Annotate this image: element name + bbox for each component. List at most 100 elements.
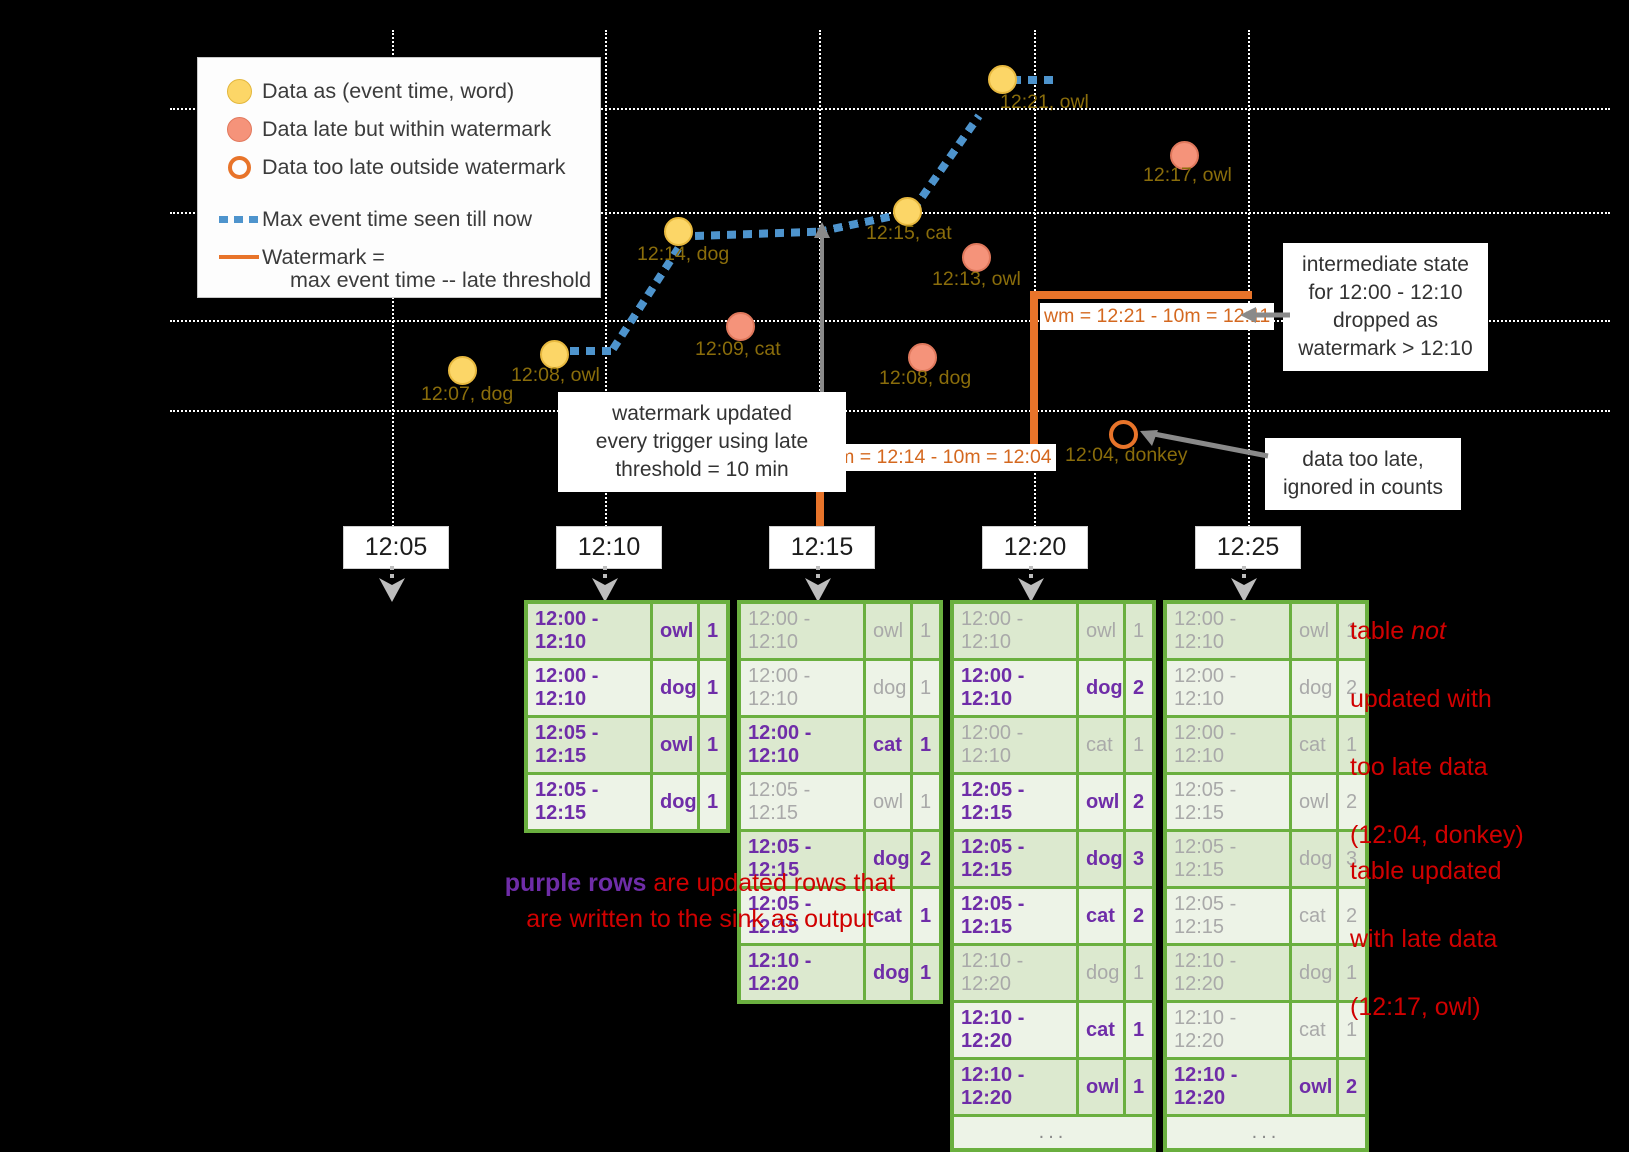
gridline-horizontal (170, 410, 1610, 412)
table-cell-word: owl (866, 604, 910, 658)
table-cell-range: 12:00 - 12:10 (528, 604, 650, 658)
max-event-time-segment (694, 227, 821, 240)
table-cell-word: owl (1292, 775, 1336, 829)
data-point-yellow[interactable] (988, 65, 1017, 94)
legend-label: Data too late outside watermark (262, 154, 566, 179)
table-cell-word: owl (1079, 604, 1123, 658)
data-point-orange[interactable] (1170, 141, 1199, 170)
table-row: 12:00 - 12:10 dog 2 (954, 661, 1152, 715)
callout-watermark-updated: watermark updated every trigger using la… (558, 392, 846, 492)
table-row: 12:00 - 12:10 dog 1 (741, 661, 939, 715)
callout-line: ignored in counts (1283, 476, 1443, 499)
data-point-too-late[interactable] (1109, 420, 1138, 449)
table-cell-word: dog (653, 661, 697, 715)
table-cell-range: 12:10 - 12:20 (954, 1003, 1076, 1057)
result-table-12-10: 12:00 - 12:10 owl 1 12:00 - 12:10 dog 1 12:05 … (524, 600, 730, 833)
table-cell-word: dog (1079, 832, 1123, 886)
max-event-time-segment (1012, 76, 1060, 84)
table-row: 12:05 - 12:15 owl 1 (741, 775, 939, 829)
data-point-label: 12:08, dog (879, 367, 972, 389)
table-cell-cnt: 1 (700, 718, 726, 772)
table-cell-range: 12:00 - 12:10 (741, 718, 863, 772)
watermark-label-low: wm = 12:14 - 10m = 12:04 (820, 444, 1056, 471)
hollow-circle-icon (216, 155, 262, 179)
legend-label: Data late but within watermark (262, 116, 552, 141)
table-cell-range: 12:05 - 12:15 (741, 889, 863, 943)
time-tick-12-15: 12:15 (769, 526, 875, 569)
table-cell-cnt: 2 (913, 832, 939, 886)
table-cell-range: 12:00 - 12:10 (1167, 718, 1289, 772)
table-cell-cnt: 3 (1126, 832, 1152, 886)
data-point-orange[interactable] (726, 312, 755, 341)
table-cell-cnt: 1 (1126, 1003, 1152, 1057)
result-table-12-20: 12:00 - 12:10 owl 1 12:00 - 12:10 dog 2 12:00 … (950, 600, 1156, 1152)
table-row: 12:00 - 12:10 cat 1 (954, 718, 1152, 772)
table-cell-cnt: 1 (1126, 718, 1152, 772)
table-cell-word: dog (1292, 661, 1336, 715)
table-cell-range: 12:00 - 12:10 (741, 604, 863, 658)
table-row: 12:00 - 12:10 dog 2 (1167, 661, 1365, 715)
table-cell-word: owl (1292, 604, 1336, 658)
table-row: 12:05 - 12:15 cat 2 (1167, 889, 1365, 943)
data-point-yellow[interactable] (664, 217, 693, 246)
data-point-label: 12:21, owl (1000, 91, 1089, 113)
table-cell-range: 12:10 - 12:20 (954, 946, 1076, 1000)
table-ellipsis: ... (1167, 1117, 1365, 1148)
table-row: 12:10 - 12:20 dog 1 (1167, 946, 1365, 1000)
table-cell-range: 12:00 - 12:10 (1167, 661, 1289, 715)
note-line: too late data (1350, 753, 1488, 781)
data-point-label: 12:14, dog (637, 243, 730, 265)
table-row: 12:05 - 12:15 owl 2 (954, 775, 1152, 829)
table-cell-cnt: 1 (1126, 604, 1152, 658)
gridline-vertical (605, 30, 607, 530)
table-cell-range: 12:05 - 12:15 (741, 832, 863, 886)
table-row: 12:05 - 12:15 dog 3 (1167, 832, 1365, 886)
tick-down-arrow (379, 566, 405, 602)
table-cell-range: 12:05 - 12:15 (954, 832, 1076, 886)
table-cell-word: owl (1079, 1060, 1123, 1114)
table-row: 12:00 - 12:10 owl 1 (528, 604, 726, 658)
callout-line: watermark updated (612, 402, 792, 425)
legend-item-data: Data as (event time, word) (216, 72, 582, 110)
gridline-vertical (1034, 30, 1036, 530)
data-point-yellow[interactable] (540, 340, 569, 369)
intermediate-state-arrow (1240, 307, 1290, 323)
table-cell-range: 12:05 - 12:15 (1167, 889, 1289, 943)
table-row: 12:10 - 12:20 cat 1 (954, 1003, 1152, 1057)
time-tick-12-20: 12:20 (982, 526, 1088, 569)
table-cell-range: 12:00 - 12:10 (954, 718, 1076, 772)
legend-item-max-event-time: Max event time seen till now (216, 200, 582, 238)
table-row-ellipsis: ... (954, 1117, 1152, 1148)
data-point-label: 12:08, owl (511, 364, 600, 386)
data-point-label: 12:17, owl (1143, 164, 1232, 186)
table-cell-word: dog (866, 946, 910, 1000)
table-cell-range: 12:10 - 12:20 (741, 946, 863, 1000)
table-row: 12:00 - 12:10 owl 1 (741, 604, 939, 658)
table-cell-range: 12:00 - 12:10 (954, 661, 1076, 715)
data-point-orange[interactable] (962, 243, 991, 272)
legend-watermark-formula: max event time -- late threshold (290, 268, 592, 292)
data-point-label: 12:07, dog (421, 383, 514, 405)
table-cell-word: cat (1292, 1003, 1336, 1057)
table-cell-word: cat (1079, 889, 1123, 943)
note-line: updated with (1350, 685, 1492, 713)
tick-down-arrow (805, 566, 831, 602)
table-cell-cnt: 1 (1339, 946, 1365, 1000)
tick-down-arrow (1018, 566, 1044, 602)
gridline-vertical (1248, 30, 1250, 530)
table-cell-range: 12:10 - 12:20 (1167, 946, 1289, 1000)
watermark-label-high: wm = 12:21 - 10m = 12:11 (1040, 303, 1275, 330)
legend-item-late-within: Data late but within watermark (216, 110, 582, 148)
table-cell-cnt: 2 (1339, 1060, 1365, 1114)
data-point-orange[interactable] (908, 343, 937, 372)
table-cell-range: 12:05 - 12:15 (528, 718, 650, 772)
table-cell-range: 12:00 - 12:10 (741, 661, 863, 715)
table-cell-cnt: 2 (1339, 661, 1365, 715)
data-point-yellow[interactable] (448, 356, 477, 385)
data-point-yellow[interactable] (893, 197, 922, 226)
callout-line: for 12:00 - 12:10 (1308, 281, 1463, 304)
table-cell-word: dog (1079, 946, 1123, 1000)
yellow-dot-icon (216, 78, 262, 104)
callout-line: dropped as (1332, 309, 1439, 332)
note-line: are written to the sink as output (526, 905, 874, 933)
